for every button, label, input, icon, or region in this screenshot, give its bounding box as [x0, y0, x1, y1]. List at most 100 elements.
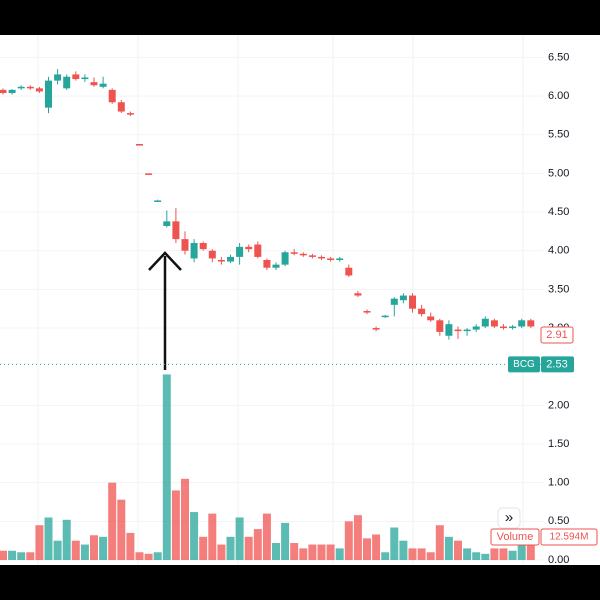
volume-bar [71, 540, 80, 560]
overlay: BCG 2.53 2.91 Volume 12.594M » [0, 36, 598, 546]
volume-bar [444, 536, 453, 560]
candle-body [90, 82, 98, 86]
volume-bar [153, 552, 162, 560]
volume-bar [144, 553, 153, 560]
volume-bar [290, 542, 299, 560]
volume-bar [426, 552, 435, 560]
volume-bar [317, 544, 326, 560]
volume-bar [399, 540, 408, 560]
candle-body [0, 89, 7, 93]
volume-bar [108, 482, 117, 560]
ticker-price: 2.53 [546, 358, 567, 370]
scroll-button[interactable]: » [505, 509, 513, 526]
volume-bar [381, 552, 390, 560]
y-tick-label: 5.00 [548, 167, 569, 179]
y-tick-label: 4.00 [548, 245, 569, 257]
volume-bar [281, 522, 290, 560]
scroll-button-bg[interactable] [497, 507, 521, 529]
volume-bar [299, 548, 308, 560]
volume-bar [435, 525, 444, 560]
volume-bar [353, 515, 362, 560]
y-tick-label: 5.50 [548, 129, 569, 141]
candle-body [299, 253, 307, 256]
volume-bar [463, 548, 472, 560]
volume-bar [499, 548, 508, 560]
candle-body [490, 320, 498, 327]
last-price-badge [540, 326, 574, 344]
volume-bar [490, 548, 499, 560]
candle-body [445, 324, 453, 336]
volume-bar [235, 517, 244, 560]
volume-bar [363, 538, 371, 560]
volume-bar [226, 536, 235, 560]
y-tick-label: 0.00 [548, 554, 569, 566]
candle-body [327, 258, 335, 260]
candle-body [145, 173, 153, 175]
volume-bar [454, 540, 462, 560]
candle-body [172, 221, 180, 240]
volume-bar [417, 548, 426, 560]
candle-body [500, 326, 507, 329]
candle-body [190, 242, 198, 259]
volume-bar [517, 544, 526, 560]
volume-bar [99, 536, 108, 560]
candle-body [72, 74, 80, 80]
vertical-grid [37, 35, 524, 565]
ticker-badge [508, 356, 540, 373]
candle-body [263, 259, 271, 268]
volume-bar [335, 548, 344, 560]
candle-body [54, 74, 62, 81]
candle-body [472, 326, 480, 330]
candle-body [336, 258, 344, 260]
candle-body [372, 328, 380, 330]
volume-bar [162, 374, 171, 560]
y-tick-label: 1.00 [548, 477, 569, 489]
y-tick-label: 3.50 [548, 283, 569, 295]
volume-bar [26, 552, 35, 560]
volume-bar [8, 550, 17, 560]
candle-body [236, 246, 244, 257]
candle-body [199, 242, 207, 250]
candle-body [26, 86, 34, 89]
volume-bar [135, 552, 144, 560]
volume-bar [190, 512, 199, 560]
annotation-arrowhead [148, 251, 182, 271]
candle-body [17, 86, 25, 89]
volume-value: 12.594M [550, 532, 589, 543]
candle-body [181, 239, 189, 251]
candle-body [363, 311, 371, 313]
candle-body [126, 113, 134, 115]
marks [0, 69, 535, 560]
candle-body [409, 295, 416, 309]
candle-body [8, 89, 16, 93]
y-tick-label: 2.00 [548, 399, 569, 411]
volume-bar [117, 499, 126, 560]
candle-body [345, 267, 353, 276]
candle-body [272, 264, 280, 268]
volume-bar [217, 544, 226, 560]
volume-bar [262, 513, 271, 560]
candle-body [99, 83, 107, 87]
y-tick-label: 1.50 [548, 438, 569, 450]
candle-body [354, 293, 362, 296]
candle-body [481, 318, 489, 327]
candle-body [427, 316, 435, 321]
candle-body [45, 80, 52, 108]
candle-body [136, 144, 143, 146]
candle-body [108, 89, 116, 103]
volume-bar [244, 536, 253, 560]
volume-bar [326, 544, 335, 560]
volume-label: Volume [497, 531, 534, 543]
volume-bar [62, 519, 71, 560]
volume-bar [308, 544, 317, 560]
volume-bar [90, 535, 98, 560]
volume-bar [372, 534, 381, 560]
candle-body [308, 255, 316, 257]
volume-bar [390, 527, 399, 560]
candle-body [454, 329, 462, 332]
candle-body [527, 320, 535, 327]
candle-body [436, 320, 444, 332]
y-tick-label: 6.00 [548, 90, 569, 102]
